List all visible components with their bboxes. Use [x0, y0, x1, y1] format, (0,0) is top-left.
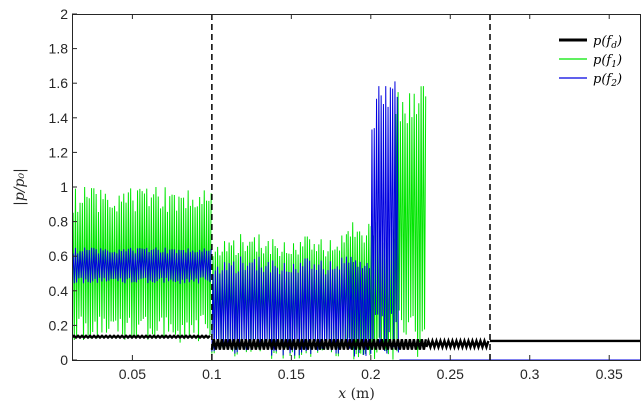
- series-line-2: [72, 81, 641, 360]
- y-tick-label-3: 0.6: [49, 248, 69, 264]
- x-axis-label: x (m): [338, 386, 375, 402]
- x-tick-label-6: 0.35: [596, 366, 623, 382]
- x-tick-label-2: 0.15: [278, 366, 305, 382]
- y-tick-label-4: 0.8: [49, 214, 69, 230]
- y-axis-label: |p/p₀|: [12, 168, 28, 206]
- y-tick-label-9: 1.8: [49, 41, 69, 57]
- ticks-layer: 0.05 0.1 0.15 0.2 0.25 0.3 0.35 0 0.2 0.4 0.6 0.8 1 1…: [49, 6, 624, 382]
- y-tick-label-7: 1.4: [49, 110, 69, 126]
- series-line-0: [72, 334, 641, 351]
- vertical-dashed-lines: [211, 14, 491, 360]
- y-tick-label-5: 1: [60, 179, 68, 195]
- legend-label-1: p(f1): [593, 53, 622, 70]
- legend-label-0: p(fd): [593, 34, 622, 51]
- x-tick-label-1: 0.1: [202, 366, 222, 382]
- legend-label-2: p(f2): [593, 72, 622, 89]
- x-axis-label-unit: (m): [346, 386, 375, 402]
- x-tick-label-3: 0.2: [361, 366, 381, 382]
- x-tick-label-4: 0.25: [437, 366, 464, 382]
- legend: p(fd) p(f1) p(f2): [554, 28, 640, 94]
- y-tick-label-8: 1.6: [49, 75, 69, 91]
- series-layer: [72, 81, 641, 360]
- y-tick-label-6: 1.2: [49, 144, 69, 160]
- x-tick-label-0: 0.05: [119, 366, 146, 382]
- x-tick-label-5: 0.3: [520, 366, 540, 382]
- y-tick-label-1: 0.2: [49, 317, 69, 333]
- y-tick-label-0: 0: [60, 352, 68, 368]
- y-tick-label-2: 0.4: [49, 283, 69, 299]
- x-axis-label-var: x: [338, 386, 346, 402]
- y-tick-label-10: 2: [60, 6, 68, 22]
- plot-area: [72, 14, 641, 361]
